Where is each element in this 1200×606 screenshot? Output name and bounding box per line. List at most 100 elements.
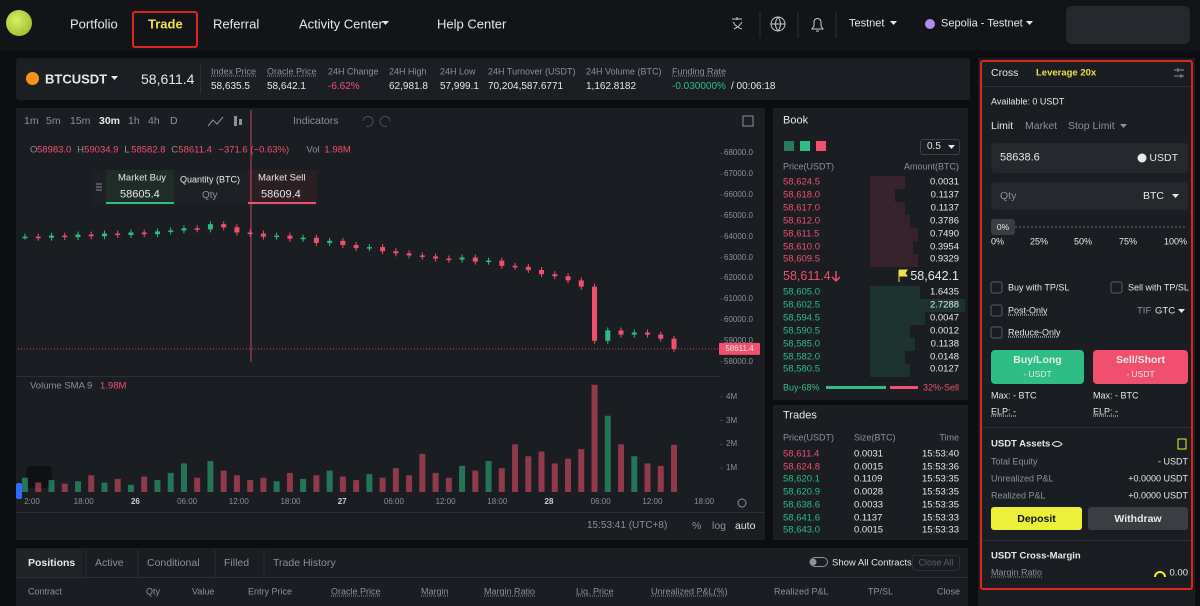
section-title: USDT Assets [991,438,1051,450]
indicators-button[interactable]: Indicators [293,114,339,127]
logo[interactable] [6,10,32,36]
ask-price[interactable]: 58,612.0 [783,214,820,226]
nav-link[interactable]: Portfolio [70,16,118,32]
interval[interactable]: 5m [46,114,61,127]
ask-price[interactable]: 58,610.0 [783,240,820,252]
trade-time: 15:53:33 [922,524,959,536]
tabs-divider [16,577,968,578]
slider-mark[interactable]: 0% [991,236,1005,247]
bid-price[interactable]: 58,582.0 [783,350,820,362]
positions-tab[interactable]: Trade History [273,556,336,569]
buy-button[interactable] [991,350,1084,384]
bid-price[interactable]: 58,605.0 [783,286,820,298]
column-header: Time [939,432,959,443]
close-all-label: Close All [918,557,954,568]
y-tick-label: 59000.0 [724,335,753,345]
positions-tab[interactable]: Filled [224,556,250,569]
ask-price[interactable]: 58,624.5 [783,176,820,188]
stat-label: 24H Change [328,66,379,77]
leverage[interactable]: Leverage 20x [1036,67,1097,79]
order-type-tab[interactable]: Limit [991,119,1014,132]
highlight-box [132,11,198,48]
x-tick-label: 12:00 [228,497,249,506]
market-sell-box[interactable] [248,170,316,204]
order-type-tab[interactable]: Stop Limit [1068,119,1115,132]
sell-button[interactable] [1093,350,1188,384]
symbol-select[interactable]: BTCUSDT [45,71,108,87]
slider-mark[interactable]: 75% [1119,236,1138,247]
ask-price[interactable]: 58,611.5 [783,227,820,239]
bid-price[interactable]: 58,580.5 [783,363,820,375]
trade-size: 0.0028 [854,486,884,498]
slider-mark[interactable]: 50% [1074,236,1093,247]
precision-select[interactable] [920,139,960,155]
toggle[interactable] [810,557,828,567]
slider-badge[interactable] [991,219,1015,235]
bid-price[interactable]: 58,590.5 [783,324,820,336]
close-all-button[interactable] [912,555,960,571]
margin-mode[interactable]: Cross [991,66,1019,79]
asset-value: +0.0000 USDT [1128,490,1188,501]
qty-input[interactable] [991,182,1188,210]
x-tick-label: 06:00 [590,497,611,506]
bid-price[interactable]: 58,585.0 [783,337,820,349]
x-tick-label: 18:00 [73,497,94,506]
nav-link[interactable]: Activity Center [299,16,383,32]
column-header: Price(USDT) [783,432,834,443]
qty-unit[interactable]: BTC [1143,189,1164,202]
ohlc-value: 59034.9 [84,144,119,156]
deposit-label: Deposit [1017,512,1056,525]
tif-value[interactable]: GTC [1155,305,1176,317]
ask-price[interactable]: 58,618.0 [783,189,820,201]
column-header: Liq. Price [576,586,614,597]
interval[interactable]: 1h [128,114,140,127]
interval[interactable]: D [170,114,178,127]
scale-option[interactable]: auto [735,519,756,532]
x-tick-label: 18:00 [694,497,715,506]
market-buy-box[interactable] [106,170,174,204]
positions-tab[interactable]: Active [95,556,124,569]
pane-divider [16,376,721,377]
withdraw-button[interactable] [1088,507,1188,530]
volume-label: Volume SMA 9 [30,380,93,392]
bid-price[interactable]: 58,594.5 [783,312,820,324]
asset-value: - USDT [1158,456,1188,467]
bid-price[interactable]: 58,602.5 [783,299,820,311]
positions-tab[interactable]: Conditional [147,556,200,569]
interval[interactable]: 15m [70,114,91,127]
stat-label: Index Price [211,66,257,77]
deposit-button[interactable] [991,507,1082,530]
column-header: Entry Price [248,586,293,597]
show-all-label: Show All Contracts [832,557,912,569]
scale-option[interactable]: % [692,519,702,532]
nav-link[interactable]: Help Center [437,16,507,32]
y-tick-label: 67000.0 [724,169,753,179]
slider-mark[interactable]: 100% [1164,236,1188,247]
interval[interactable]: 30m [99,114,121,127]
slider-track[interactable] [1015,226,1185,228]
asset-label: Total Equity [991,456,1038,467]
ask-price[interactable]: 58,609.5 [783,253,820,265]
order-type-tab[interactable]: Market [1025,119,1058,132]
network-select[interactable]: Testnet [849,17,885,30]
clock: 15:53:41 (UTC+8) [587,520,668,531]
side-marker[interactable] [16,483,22,499]
scale-option[interactable]: log [712,519,727,532]
price-input[interactable] [991,143,1188,173]
slider-value: 0% [996,221,1010,232]
interval[interactable]: 1m [24,114,39,127]
book-last-price: 58,611.4 [783,268,831,283]
wallet-select[interactable]: Sepolia - Testnet [941,17,1023,30]
x-tick-label: 12:00 [435,497,456,506]
precision-value[interactable]: 0.5 [927,141,941,152]
account-button[interactable] [1066,6,1190,44]
slider-mark[interactable]: 25% [1030,236,1049,247]
nav-link[interactable]: Trade [148,16,183,32]
interval[interactable]: 4h [148,114,160,127]
nav-link[interactable]: Referral [213,16,260,32]
sell-label: Sell/Short [1115,353,1166,366]
sell-elp: ELP: - [1093,406,1119,417]
panel-title: Book [783,114,809,127]
ask-price[interactable]: 58,617.0 [783,202,820,214]
positions-tab[interactable]: Positions [28,556,76,569]
